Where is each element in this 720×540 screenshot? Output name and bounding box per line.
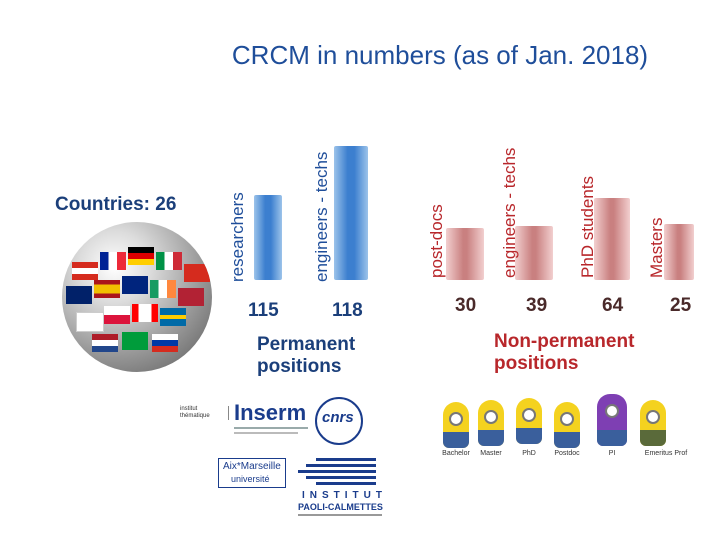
value-masters: 25 [670,295,692,316]
amu-wordmark-line1: Aix*Marseille [223,461,281,472]
minion-label-pi: PI [608,450,616,457]
page-title: CRCM in numbers (as of Jan. 2018) [231,40,649,70]
amu-logo: Aix*Marseille université [218,458,286,488]
minion-label-phd: PhD [522,450,536,457]
minion-bachelor [443,402,469,448]
inserm-wordmark: Inserm [234,400,307,425]
minion-label-bachelor: Bachelor [442,450,470,457]
minion-pi [597,394,627,446]
bar-masters [664,224,694,280]
nonpermanent-label-line2: positions [494,353,579,374]
bar-post-docs [446,228,484,280]
bar-engineers-techs-nonpermanent [515,226,553,280]
bar-phd-students [594,198,630,280]
inserm-logo: institut thématique Inserm [180,400,310,440]
label-engineers-techs-permanent: engineers - techs [312,151,331,282]
value-researchers: 115 [248,300,279,321]
label-post-docs: post-docs [427,204,446,278]
minion-label-postdoc: Postdoc [554,450,580,457]
value-engineers-techs-nonpermanent: 39 [526,295,548,316]
institut-paoli-calmettes-logo: INSTITUT PAOLI-CALMETTES [298,458,386,522]
label-engineers-techs-nonpermanent: engineers - techs [500,147,519,278]
ipc-wordmark-line1: INSTITUT [302,490,387,501]
cnrs-wordmark: cnrs [322,409,354,426]
minion-master [478,400,504,446]
minion-postdoc [554,402,580,448]
bar-engineers-techs-permanent [334,146,368,280]
label-phd-students: PhD students [578,175,597,278]
minion-emeritus-prof [640,400,666,446]
value-phd-students: 64 [602,295,624,316]
permanent-label-line2: positions [257,356,342,377]
permanent-positions-label: Permanent positions [257,334,355,378]
amu-wordmark-line2: université [231,474,270,484]
minion-label-emeritus-prof: Emeritus Prof [644,450,688,457]
nonpermanent-positions-label: Non-permanent positions [494,331,634,375]
value-engineers-techs-permanent: 118 [332,300,363,321]
ipc-wordmark-line2: PAOLI-CALMETTES [298,502,383,512]
permanent-label-line1: Permanent [257,334,356,355]
bar-researchers [254,195,282,280]
flags-globe-image [62,222,212,372]
countries-label: Countries: 26 [55,194,177,215]
nonpermanent-label-line1: Non-permanent [494,331,635,352]
minion-phd [516,398,542,444]
label-researchers: researchers [228,192,247,282]
label-masters: Masters [647,217,666,278]
value-post-docs: 30 [455,295,477,316]
minion-label-master: Master [480,450,502,457]
cnrs-logo: cnrs [315,397,363,445]
